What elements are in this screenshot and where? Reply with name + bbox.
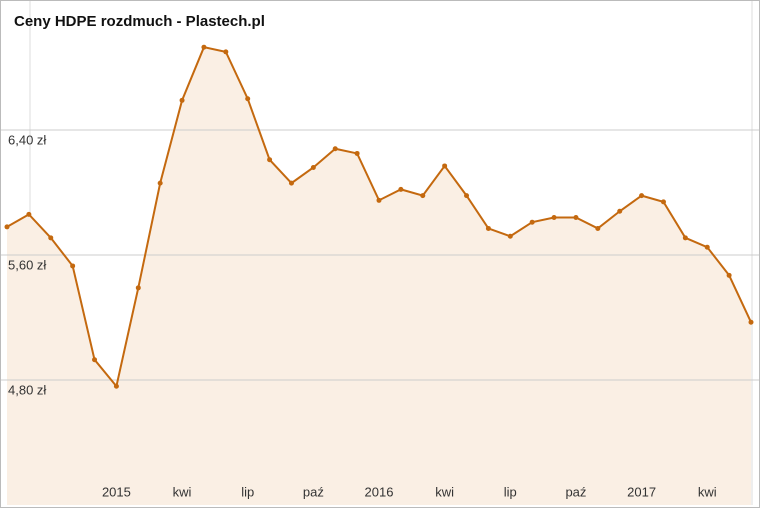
point xyxy=(288,180,294,186)
point xyxy=(70,263,76,269)
point xyxy=(398,186,404,192)
point xyxy=(595,225,601,231)
point xyxy=(573,215,579,220)
point xyxy=(223,49,229,55)
point xyxy=(310,165,316,170)
y-tick-label: 6,40 zł xyxy=(8,132,46,147)
point xyxy=(48,235,54,241)
x-tick-label: lip xyxy=(504,484,517,499)
point xyxy=(376,197,382,203)
point xyxy=(704,244,710,250)
point xyxy=(4,224,10,230)
point xyxy=(464,193,470,199)
point xyxy=(267,157,273,163)
x-tick-label: 2017 xyxy=(627,484,656,499)
x-tick-label: paź xyxy=(565,484,586,499)
point xyxy=(485,225,491,231)
x-tick-label: paź xyxy=(303,484,324,499)
point xyxy=(179,97,185,103)
point xyxy=(245,96,251,102)
point xyxy=(26,211,32,217)
point xyxy=(617,208,623,214)
point xyxy=(507,233,513,239)
point xyxy=(529,219,535,225)
point xyxy=(748,319,754,325)
point xyxy=(660,199,666,205)
x-tick-label: kwi xyxy=(173,484,192,499)
point xyxy=(135,285,141,291)
y-tick-label: 5,60 zł xyxy=(8,257,46,272)
point xyxy=(639,193,645,199)
plot: 4,80 zł 5,60 zł 6,40 zł 2015 kwi lip paź 2016 kw… xyxy=(1,44,759,505)
point xyxy=(551,215,557,220)
area xyxy=(7,47,751,505)
x-tick-label: 2016 xyxy=(365,484,394,499)
point xyxy=(726,272,732,278)
x-tick-label: lip xyxy=(241,484,254,499)
point xyxy=(113,383,119,389)
point xyxy=(201,44,207,50)
x-tick-label: 2015 xyxy=(102,484,131,499)
chart-title: Ceny HDPE rozdmuch - Plastech.pl xyxy=(14,13,265,30)
point xyxy=(92,357,98,363)
x-tick-label: kwi xyxy=(698,484,717,499)
point xyxy=(682,235,688,241)
point xyxy=(420,193,426,199)
point xyxy=(442,163,448,169)
x-tick-label: kwi xyxy=(435,484,454,499)
point xyxy=(354,150,360,156)
y-tick-label: 4,80 zł xyxy=(8,382,46,397)
point xyxy=(332,146,338,152)
point xyxy=(157,180,163,186)
